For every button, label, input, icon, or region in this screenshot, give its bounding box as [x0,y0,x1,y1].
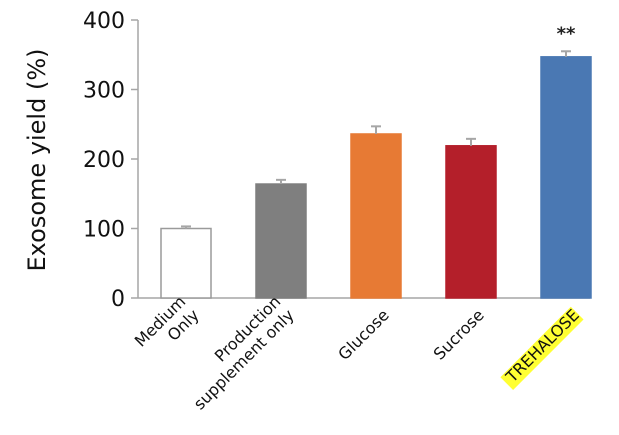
annotations: ** [557,23,576,44]
y-tick-label: 200 [83,148,125,173]
label-highlight [500,306,584,390]
x-tick-label-group: TREHALOSE [500,305,584,390]
x-tick-label: Glucose [334,305,393,364]
y-ticks: 0 100 200 300 400 [83,9,138,312]
y-tick-label: 100 [83,218,125,243]
error-bars [181,50,571,229]
x-tick-label: TREHALOSE [501,305,582,386]
y-tick-label: 300 [83,79,125,104]
significance-marker: ** [557,23,576,44]
y-tick-label: 400 [83,9,125,34]
x-tick-label: Sucrose [430,305,488,363]
bar [445,145,497,299]
bars [160,56,592,299]
y-axis-label: Exosome yield (%) [23,49,51,272]
x-tick-label-group: Glucose [334,305,393,364]
bar [160,227,212,299]
bar [350,133,402,299]
x-tick-label-group: Sucrose [430,305,488,363]
y-tick-label: 0 [111,287,125,312]
bar [540,56,592,299]
bar [255,183,307,299]
